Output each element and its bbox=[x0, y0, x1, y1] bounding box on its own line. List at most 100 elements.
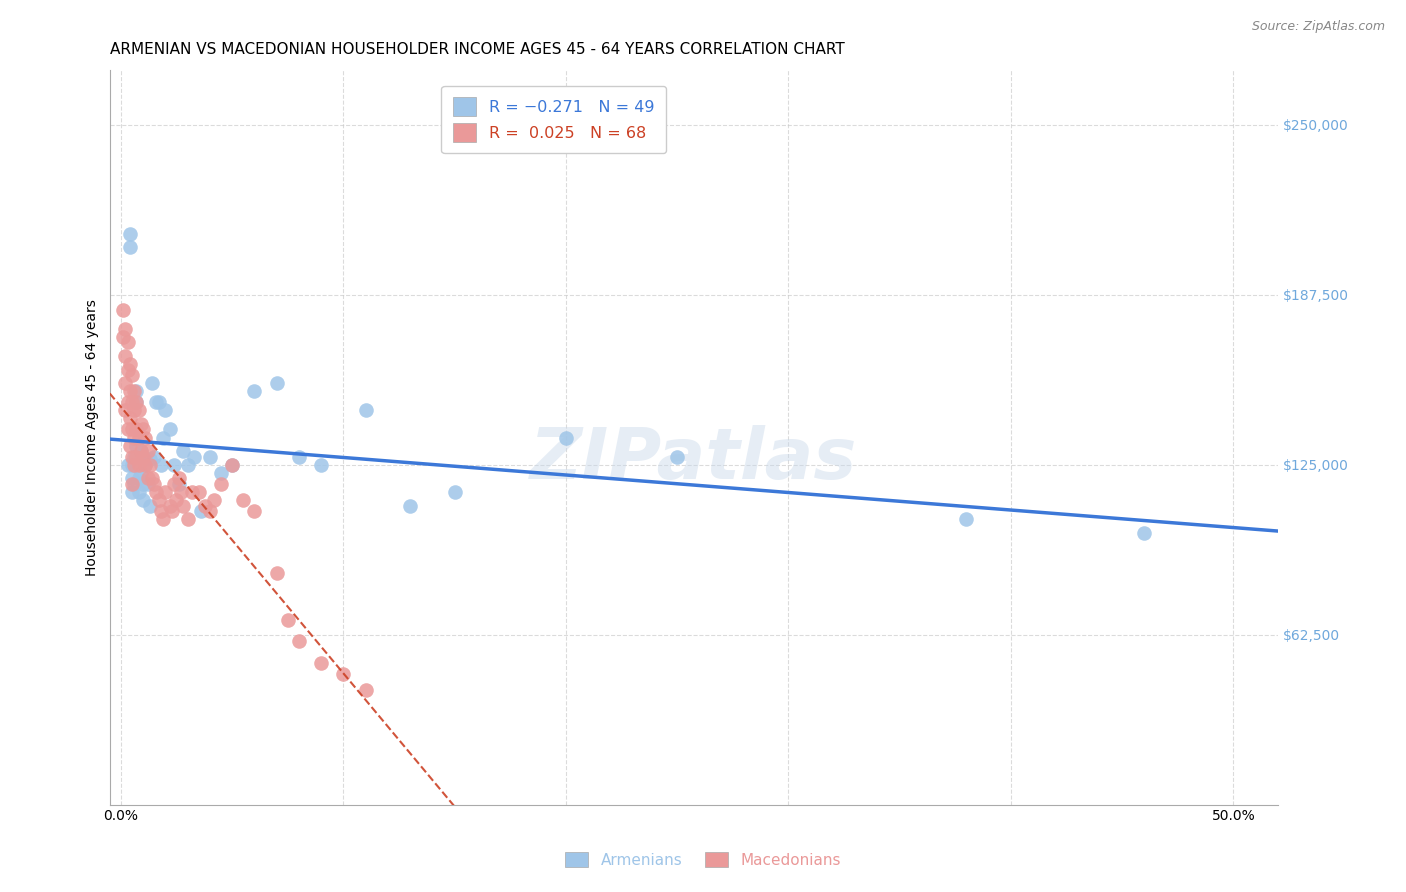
Point bbox=[114, 376, 136, 391]
Point bbox=[121, 471, 143, 485]
Point bbox=[209, 476, 232, 491]
Point bbox=[288, 634, 311, 648]
Point bbox=[118, 240, 141, 254]
Point bbox=[243, 504, 266, 518]
Point bbox=[149, 458, 172, 472]
Point bbox=[121, 395, 143, 409]
Point bbox=[121, 422, 143, 436]
Point bbox=[181, 484, 204, 499]
Point bbox=[176, 512, 198, 526]
Point bbox=[128, 471, 150, 485]
Point bbox=[141, 471, 163, 485]
Y-axis label: Householder Income Ages 45 - 64 years: Householder Income Ages 45 - 64 years bbox=[86, 299, 100, 576]
Point bbox=[122, 430, 145, 444]
Text: ZIPatlas: ZIPatlas bbox=[530, 425, 858, 494]
Point bbox=[443, 484, 465, 499]
Point bbox=[125, 395, 148, 409]
Point bbox=[121, 458, 143, 472]
Point bbox=[266, 376, 288, 391]
Point bbox=[183, 450, 205, 464]
Point bbox=[122, 450, 145, 464]
Point bbox=[121, 450, 143, 464]
Point bbox=[132, 450, 155, 464]
Point bbox=[148, 493, 170, 508]
Point bbox=[145, 395, 167, 409]
Point bbox=[209, 466, 232, 480]
Point bbox=[139, 452, 162, 467]
Point bbox=[136, 476, 159, 491]
Point bbox=[354, 683, 377, 698]
Point bbox=[134, 458, 156, 472]
Point bbox=[117, 422, 139, 436]
Point bbox=[143, 450, 166, 464]
Point bbox=[122, 384, 145, 399]
Point bbox=[117, 458, 139, 472]
Point bbox=[132, 422, 155, 436]
Point bbox=[198, 504, 221, 518]
Point bbox=[121, 484, 143, 499]
Text: ARMENIAN VS MACEDONIAN HOUSEHOLDER INCOME AGES 45 - 64 YEARS CORRELATION CHART: ARMENIAN VS MACEDONIAN HOUSEHOLDER INCOM… bbox=[110, 42, 845, 57]
Point bbox=[176, 458, 198, 472]
Point bbox=[139, 499, 162, 513]
Point bbox=[114, 403, 136, 417]
Point bbox=[166, 493, 188, 508]
Point bbox=[309, 657, 332, 671]
Point bbox=[149, 504, 172, 518]
Point bbox=[114, 349, 136, 363]
Point bbox=[198, 450, 221, 464]
Legend: R = −0.271   N = 49, R =  0.025   N = 68: R = −0.271 N = 49, R = 0.025 N = 68 bbox=[441, 86, 666, 153]
Point bbox=[125, 439, 148, 453]
Point bbox=[221, 458, 243, 472]
Point bbox=[128, 484, 150, 499]
Point bbox=[132, 476, 155, 491]
Point bbox=[554, 430, 576, 444]
Point bbox=[118, 384, 141, 399]
Point bbox=[143, 476, 166, 491]
Point bbox=[122, 403, 145, 417]
Point bbox=[121, 368, 143, 382]
Point bbox=[122, 476, 145, 491]
Point bbox=[160, 504, 183, 518]
Point bbox=[172, 499, 194, 513]
Point bbox=[118, 439, 141, 453]
Point bbox=[187, 484, 209, 499]
Point bbox=[117, 362, 139, 376]
Point bbox=[172, 444, 194, 458]
Point bbox=[194, 499, 217, 513]
Point bbox=[139, 458, 162, 472]
Point bbox=[136, 471, 159, 485]
Point bbox=[136, 444, 159, 458]
Point bbox=[129, 444, 152, 458]
Point bbox=[112, 302, 135, 317]
Point bbox=[132, 493, 155, 508]
Point bbox=[332, 667, 354, 681]
Point bbox=[163, 476, 186, 491]
Point bbox=[152, 430, 174, 444]
Point bbox=[277, 613, 299, 627]
Point bbox=[399, 499, 422, 513]
Point bbox=[128, 403, 150, 417]
Point bbox=[148, 395, 170, 409]
Point bbox=[125, 384, 148, 399]
Point bbox=[167, 471, 190, 485]
Point bbox=[167, 476, 190, 491]
Point bbox=[128, 430, 150, 444]
Point bbox=[117, 395, 139, 409]
Point bbox=[118, 357, 141, 371]
Point bbox=[666, 450, 689, 464]
Point bbox=[170, 484, 193, 499]
Point bbox=[159, 422, 181, 436]
Point bbox=[141, 376, 163, 391]
Point bbox=[117, 335, 139, 350]
Legend: Armenians, Macedonians: Armenians, Macedonians bbox=[558, 844, 848, 875]
Point bbox=[122, 458, 145, 472]
Point bbox=[121, 476, 143, 491]
Point bbox=[112, 330, 135, 344]
Point bbox=[129, 466, 152, 480]
Point bbox=[118, 227, 141, 241]
Point bbox=[159, 499, 181, 513]
Point bbox=[155, 484, 177, 499]
Point bbox=[232, 493, 254, 508]
Text: Source: ZipAtlas.com: Source: ZipAtlas.com bbox=[1251, 20, 1385, 33]
Point bbox=[266, 566, 288, 581]
